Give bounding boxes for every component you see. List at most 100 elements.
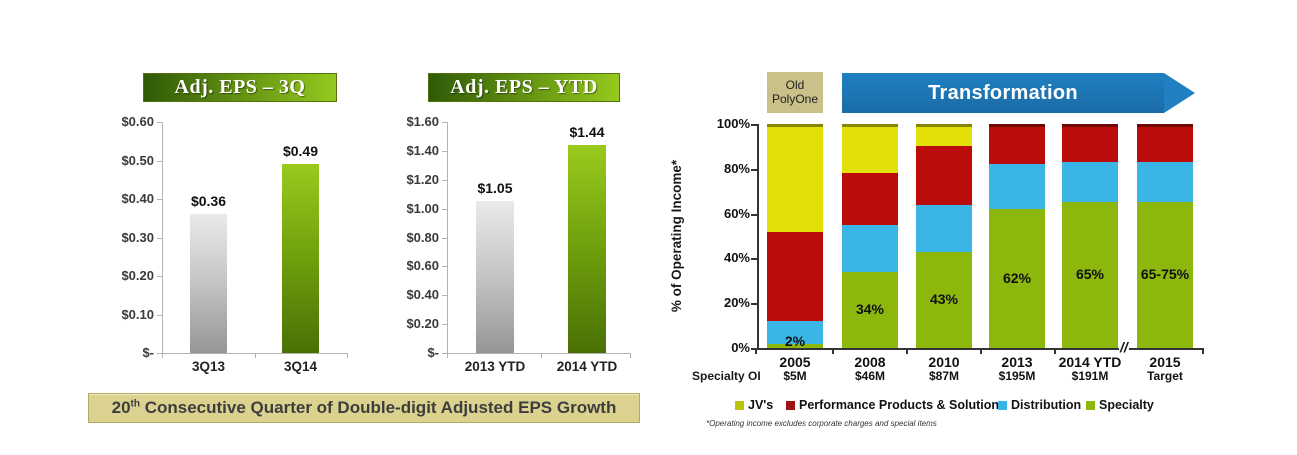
eps-ytd-bar-value-label: $1.05 bbox=[477, 180, 513, 197]
stacked-segment-performance-products-solutions bbox=[842, 173, 898, 225]
legend-label: Specialty bbox=[1099, 398, 1154, 412]
eps-ytd-y-tick-mark bbox=[442, 266, 447, 268]
stacked-segment-specialty bbox=[767, 343, 823, 348]
stacked-x-category-label: 2008 bbox=[854, 354, 886, 370]
legend-label: Distribution bbox=[1011, 398, 1082, 412]
eps-ytd-y-tick-mark bbox=[442, 150, 447, 152]
legend-item-performance-products-solutions: Performance Products & Solutions bbox=[786, 398, 1006, 412]
eps-ytd-y-tick-label: $0.40 bbox=[406, 287, 439, 303]
eps-ytd-bar-2014-ytd bbox=[568, 145, 606, 353]
eps-3q-y-tick-label: $0.20 bbox=[121, 268, 154, 283]
stacked-segment-performance-products-solutions bbox=[916, 146, 972, 205]
eps-ytd-title-banner: Adj. EPS – YTD bbox=[428, 73, 620, 102]
stacked-segment-distribution bbox=[989, 164, 1045, 210]
stacked-y-tick-mark bbox=[751, 124, 757, 126]
eps-3q-y-tick-mark bbox=[157, 122, 162, 123]
stacked-y-tick-mark bbox=[751, 303, 757, 306]
eps-3q-x-tick-mark bbox=[347, 353, 348, 358]
legend-swatch-icon bbox=[998, 400, 1007, 410]
stacked-segment-performance-products-solutions bbox=[989, 124, 1045, 165]
stacked-y-tick-label: 100% bbox=[716, 116, 750, 131]
stacked-x-tick-mark bbox=[1202, 348, 1204, 354]
eps-3q-x-category-label: 3Q13 bbox=[191, 359, 226, 374]
specialty-oi-value: $191M bbox=[1071, 369, 1109, 383]
stacked-segment-jv-s bbox=[916, 124, 972, 147]
legend-label: JV's bbox=[748, 398, 774, 412]
stacked-bar-percent-label: 2% bbox=[784, 333, 806, 349]
eps-ytd-y-tick-label: $1.20 bbox=[406, 171, 439, 187]
eps-3q-x-tick-mark bbox=[162, 353, 163, 358]
eps-3q-bar-3q14 bbox=[282, 164, 319, 353]
eps-growth-banner: 20th Consecutive Quarter of Double-digit… bbox=[88, 393, 640, 423]
stacked-y-tick-mark bbox=[751, 168, 757, 171]
eps-3q-x-category-label: 3Q14 bbox=[283, 359, 318, 374]
stacked-x-category-label: 2013 bbox=[1001, 354, 1033, 370]
eps-ytd-y-tick-label: $1.40 bbox=[406, 142, 439, 158]
legend-item-distribution: Distribution bbox=[998, 398, 1081, 412]
specialty-oi-row-label: Specialty OI bbox=[692, 369, 761, 383]
legend-item-specialty: Specialty bbox=[1086, 398, 1154, 412]
stacked-y-axis-line bbox=[757, 124, 759, 350]
eps-ytd-y-tick-label: $1.00 bbox=[406, 200, 439, 216]
eps-ytd-x-tick-mark bbox=[447, 353, 448, 358]
transformation-arrow-head-icon bbox=[1164, 73, 1195, 113]
stacked-y-tick-label: 60% bbox=[723, 205, 750, 221]
stacked-segment-distribution bbox=[1062, 162, 1118, 203]
eps-3q-bar-3q13 bbox=[190, 214, 227, 353]
stacked-segment-specialty bbox=[1137, 202, 1193, 348]
eps-3q-title-banner: Adj. EPS – 3Q bbox=[143, 73, 337, 102]
stacked-chart-y-axis-title: % of Operating Income* bbox=[669, 159, 684, 313]
eps-3q-y-tick-mark bbox=[157, 199, 162, 200]
specialty-oi-value: $87M bbox=[928, 369, 960, 383]
eps-ytd-y-tick-mark bbox=[442, 324, 447, 326]
eps-3q-y-tick-mark bbox=[157, 160, 162, 162]
stacked-segment-distribution bbox=[767, 321, 823, 344]
eps-3q-y-tick-label: $0.30 bbox=[121, 229, 154, 245]
stacked-x-category-label: 2015 bbox=[1149, 354, 1181, 370]
eps-ytd-x-axis-line bbox=[447, 353, 630, 354]
banner-number: 20 bbox=[111, 398, 131, 417]
eps-3q-x-tick-mark bbox=[254, 353, 256, 358]
transformation-arrow: Transformation bbox=[842, 73, 1164, 113]
eps-ytd-y-tick-mark bbox=[442, 122, 447, 123]
stacked-segment-specialty bbox=[1062, 202, 1118, 348]
eps-3q-y-tick-mark bbox=[157, 276, 162, 277]
eps-ytd-y-tick-label: $1.60 bbox=[406, 114, 439, 129]
eps-3q-y-tick-mark bbox=[157, 237, 162, 239]
eps-ytd-x-category-label: 2014 YTD bbox=[556, 359, 618, 374]
eps-ytd-bar-2013-ytd bbox=[476, 201, 514, 353]
stacked-bar-percent-label: 65-75% bbox=[1140, 266, 1190, 283]
eps-ytd-y-tick-label: $0.60 bbox=[406, 258, 439, 274]
eps-3q-y-axis-line bbox=[162, 122, 163, 353]
stacked-segment-performance-products-solutions bbox=[1137, 124, 1193, 163]
stacked-segment-specialty bbox=[916, 251, 972, 348]
specialty-oi-value: $5M bbox=[783, 369, 807, 383]
stacked-x-category-label: 2010 bbox=[928, 354, 960, 370]
eps-ytd-y-tick-mark bbox=[442, 295, 447, 297]
stacked-x-tick-mark bbox=[980, 348, 982, 354]
eps-ytd-y-tick-mark bbox=[442, 353, 447, 354]
eps-ytd-x-category-label: 2013 YTD bbox=[464, 359, 526, 374]
stacked-y-tick-mark bbox=[751, 213, 757, 216]
specialty-oi-value: $195M bbox=[998, 369, 1036, 383]
eps-ytd-y-tick-label: $- bbox=[427, 345, 439, 360]
legend-item-jv-s: JV's bbox=[735, 398, 773, 412]
eps-3q-bar-value-label: $0.49 bbox=[282, 143, 319, 160]
stacked-y-tick-mark bbox=[751, 348, 757, 350]
eps-3q-y-tick-label: $0.40 bbox=[121, 191, 154, 206]
eps-ytd-x-tick-mark bbox=[630, 353, 631, 358]
stacked-y-tick-label: 40% bbox=[723, 250, 750, 266]
eps-3q-y-tick-label: $- bbox=[142, 345, 154, 360]
eps-3q-y-tick-label: $0.60 bbox=[121, 114, 154, 129]
stacked-segment-jv-s bbox=[842, 124, 898, 174]
eps-ytd-y-tick-label: $0.80 bbox=[406, 229, 439, 245]
eps-ytd-y-tick-mark bbox=[442, 208, 447, 210]
stacked-bar-percent-label: 34% bbox=[855, 300, 885, 317]
legend-swatch-icon bbox=[735, 400, 744, 410]
stacked-y-tick-label: 20% bbox=[723, 295, 750, 311]
eps-ytd-x-tick-mark bbox=[541, 353, 542, 358]
axis-break-mark: // bbox=[1119, 339, 1129, 355]
eps-3q-y-tick-label: $0.10 bbox=[121, 306, 154, 322]
stacked-y-tick-label: 80% bbox=[723, 160, 750, 176]
